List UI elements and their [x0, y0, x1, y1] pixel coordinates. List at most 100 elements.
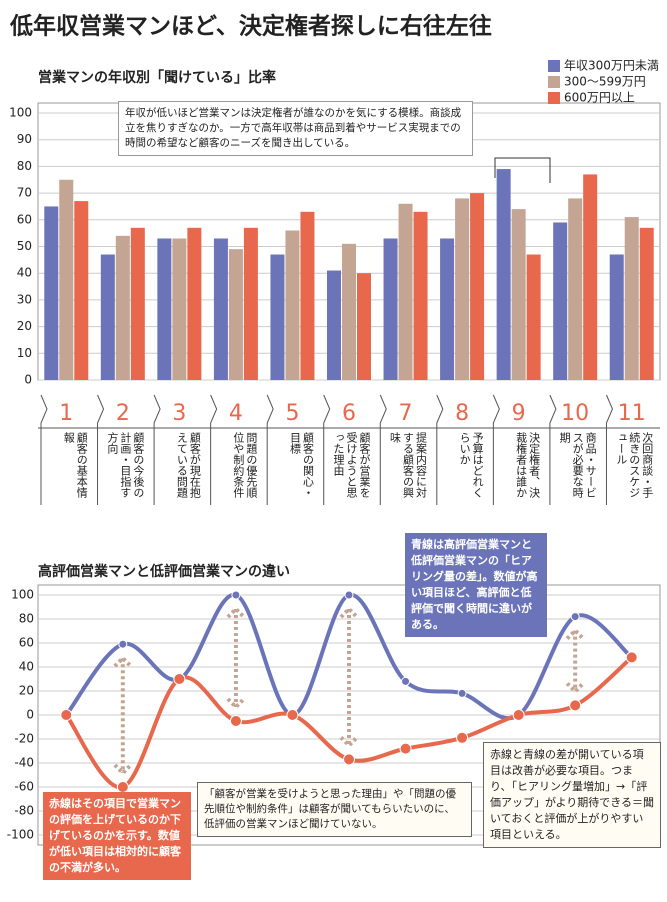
- point: [399, 742, 412, 755]
- annotation: 赤線と青線の差が開いている項目は改善が必要な項目。つまり、「ヒアリング量増加」→…: [483, 742, 661, 848]
- bar: [100, 254, 115, 380]
- bar: [526, 254, 541, 380]
- y-tick-label: -80: [14, 804, 34, 818]
- point: [401, 676, 411, 686]
- bar: [74, 201, 89, 380]
- category-bracket: [492, 394, 500, 505]
- category-label: 予算はどれくらいか: [458, 432, 485, 498]
- category-label: 顧客が営業を受けようと思った理由: [332, 432, 371, 498]
- y-tick-label: 100: [11, 588, 34, 602]
- point: [286, 709, 299, 721]
- title-bar: [0, 0, 667, 48]
- category-bracket: [210, 394, 218, 505]
- bar: [270, 254, 285, 380]
- category-number: 10: [561, 401, 589, 426]
- category-bracket: [549, 394, 557, 505]
- y-tick-label: 20: [19, 684, 34, 698]
- y-tick-label: 80: [19, 612, 34, 626]
- bar: [59, 179, 74, 380]
- point: [344, 590, 354, 600]
- gap-arrow: [226, 606, 246, 710]
- bar: [413, 211, 428, 380]
- bar: [553, 222, 568, 380]
- point: [570, 612, 580, 622]
- category-bracket: [605, 394, 613, 505]
- category-bracket: [266, 394, 274, 505]
- category-number: 2: [116, 401, 130, 426]
- point: [343, 753, 355, 766]
- category-label: 問題の優先順位や制約条件: [231, 432, 258, 498]
- y-tick-label: 30: [17, 292, 32, 306]
- y-tick-label: 50: [17, 239, 32, 253]
- category-number: 6: [342, 401, 356, 426]
- bar: [357, 273, 371, 380]
- category-number: 3: [172, 401, 186, 426]
- y-tick-label: -40: [14, 756, 34, 770]
- bar: [44, 206, 59, 380]
- annotation: 赤線はその項目で営業マンの評価を上げているのか下げているのかを示す。数値が低い項…: [43, 792, 191, 880]
- annotation: 年収が低いほど営業マンは決定権者が誰なのかを気にする模様。商談成立を焦りすぎなの…: [118, 101, 473, 156]
- bar: [228, 249, 243, 380]
- category-label: 顧客の今後の計画・目指す方向: [105, 432, 145, 498]
- y-tick-label: 100: [9, 106, 32, 120]
- bar: [568, 198, 583, 380]
- series-line: [64, 655, 634, 790]
- point: [625, 651, 638, 664]
- category-label: 顧客が現在抱えている問題: [175, 432, 202, 498]
- category-label: 商品・サービスが必要な時期: [558, 432, 598, 498]
- point: [456, 731, 469, 744]
- y-tick-label: -100: [7, 828, 34, 842]
- y-tick-label: 10: [17, 346, 32, 360]
- y-tick-label: 60: [19, 636, 34, 650]
- chart-title: 高評価営業マンと低評価営業マンの違い: [38, 563, 290, 580]
- bar: [342, 243, 356, 380]
- point: [231, 590, 241, 600]
- category-number: 4: [229, 401, 243, 426]
- category-bracket: [323, 394, 331, 505]
- page-title: 低年収営業マンほど、決定権者探しに右往左往: [9, 13, 492, 40]
- category-bracket: [436, 394, 444, 505]
- point: [512, 709, 525, 721]
- y-tick-label: -20: [14, 732, 34, 746]
- y-tick-label: 40: [19, 660, 34, 674]
- gap-arrow: [113, 655, 133, 776]
- legend-label: 年収300万円未満: [564, 59, 659, 73]
- point: [569, 699, 582, 712]
- category-number: 5: [285, 401, 299, 426]
- y-tick-label: 0: [26, 708, 34, 722]
- annotation: 「顧客が営業を受けようと思った理由」や「問題の優先順位や制約条件」は顧客が聞いて…: [197, 782, 472, 837]
- bar: [300, 211, 315, 380]
- bar: [624, 217, 639, 380]
- bar: [157, 238, 172, 380]
- y-tick-label: 60: [17, 212, 32, 226]
- bar: [511, 209, 526, 380]
- y-tick-label: 70: [17, 186, 32, 200]
- bar: [172, 238, 187, 380]
- legend-label: 600万円以上: [564, 91, 635, 105]
- y-tick-label: 0: [24, 373, 32, 387]
- callout-bracket: [494, 157, 551, 183]
- category-number: 11: [618, 401, 646, 426]
- point: [60, 709, 73, 721]
- y-tick-label: 20: [17, 319, 32, 333]
- legend-swatch: [548, 60, 560, 72]
- point: [457, 688, 467, 698]
- legend-label: 300～599万円: [564, 75, 646, 89]
- y-tick-label: 90: [17, 132, 32, 146]
- bar: [327, 270, 341, 380]
- annotation: 青線は高評価営業マンと低評価営業マンの「ヒアリング量の差」。数値が高い項目ほど、…: [405, 533, 547, 637]
- bar: [130, 227, 145, 380]
- bar: [440, 238, 455, 380]
- category-bracket: [97, 394, 105, 505]
- category-number: 7: [399, 401, 413, 426]
- bar: [115, 235, 130, 380]
- bar: [213, 238, 228, 380]
- category-label: 提案内容に対する顧客の興味: [388, 432, 428, 498]
- point: [118, 639, 128, 649]
- legend-swatch: [548, 76, 560, 88]
- bar: [285, 230, 300, 380]
- y-tick-label: 80: [17, 159, 32, 173]
- bar: [583, 174, 598, 380]
- gap-arrow: [565, 627, 585, 695]
